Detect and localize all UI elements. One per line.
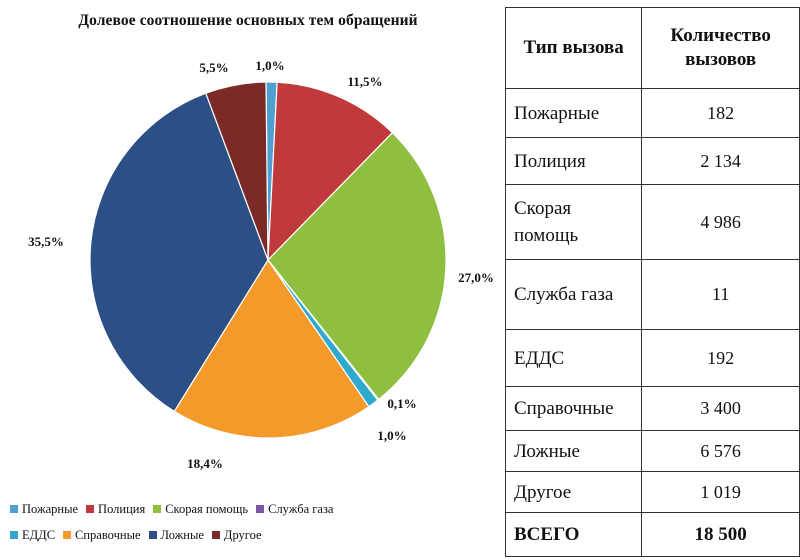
chart-title: Долевое соотношение основных тем обращен… [78, 12, 418, 29]
table-row: Служба газа 11 [504, 259, 800, 330]
cell-type: Другое [504, 471, 643, 513]
legend-label: Справочные [75, 527, 141, 542]
legend: Пожарные Полиция Скорая помощь Служба га… [10, 496, 500, 548]
legend-swatch-icon [148, 531, 157, 539]
legend-label: Служба газа [268, 501, 334, 516]
cell-type: Служба газа [504, 259, 643, 330]
legend-label: Ложные [160, 527, 204, 542]
cell-count: 192 [641, 329, 800, 387]
legend-label: Пожарные [22, 501, 79, 516]
legend-item: Служба газа [256, 502, 333, 517]
legend-item: Пожарные [10, 502, 78, 517]
table-total-row: ВСЕГО 18 500 [504, 512, 800, 557]
legend-row: ЕДДС Справочные Ложные Другое [10, 522, 500, 548]
legend-swatch-icon [10, 505, 18, 513]
slice-data-label: 1,0% [255, 58, 284, 73]
legend-swatch-icon [153, 505, 162, 513]
cell-count: 3 400 [641, 386, 800, 431]
chart-panel: Долевое соотношение основных тем обращен… [10, 12, 500, 548]
cell-count: 2 134 [641, 137, 800, 185]
legend-label: ЕДДС [22, 527, 56, 542]
legend-label: Другое [223, 527, 262, 542]
legend-swatch-icon [10, 531, 18, 539]
legend-item: Другое [211, 527, 262, 543]
pie-slice [267, 81, 394, 262]
table-row: Пожарные 182 [504, 88, 800, 138]
legend-item: ЕДДС [10, 528, 55, 543]
table-row: ЕДДС 192 [504, 329, 800, 387]
table-header-row: Тип вызова Количество вызовов [504, 7, 800, 89]
cell-count: 182 [641, 88, 800, 138]
pie-slice [205, 81, 269, 261]
column-header-type: Тип вызова [504, 7, 643, 89]
cell-type: Скорая помощь [504, 184, 643, 260]
legend-label: Полиция [98, 501, 146, 516]
slice-data-label: 18,4% [187, 456, 223, 471]
legend-item: Полиция [86, 502, 145, 517]
slice-data-label: 5,5% [199, 60, 228, 75]
cell-type: Справочные [504, 386, 643, 431]
column-header-count: Количество вызовов [641, 7, 800, 89]
legend-swatch-icon [86, 505, 95, 513]
table-row: Скорая помощь 4 986 [504, 184, 800, 260]
cell-total-count: 18 500 [641, 512, 800, 557]
legend-row: Пожарные Полиция Скорая помощь Служба га… [10, 496, 500, 522]
slice-data-label: 27,0% [458, 270, 494, 285]
cell-count: 6 576 [641, 430, 800, 472]
pie-slice [267, 131, 447, 401]
legend-swatch-icon [63, 531, 72, 539]
slice-data-label: 11,5% [347, 74, 382, 89]
cell-type: ЕДДС [504, 329, 643, 387]
slice-data-label: 35,5% [28, 234, 64, 249]
table-row: Полиция 2 134 [504, 137, 800, 185]
pie-slice [173, 258, 370, 439]
cell-total-label: ВСЕГО [504, 512, 643, 557]
table-row: Справочные 3 400 [504, 386, 800, 431]
legend-swatch-icon [256, 505, 265, 513]
table-row: Ложные 6 576 [504, 430, 800, 472]
slice-data-label: 0,1% [387, 396, 416, 411]
calls-table: Тип вызова Количество вызовов Пожарные 1… [504, 7, 800, 557]
pie-slice [89, 92, 269, 413]
slice-data-label: 1,0% [377, 428, 406, 443]
cell-type: Ложные [504, 430, 643, 472]
cell-type: Пожарные [504, 88, 643, 138]
legend-item: Скорая помощь [153, 502, 248, 517]
cell-type: Полиция [504, 137, 643, 185]
pie-chart: 1,0% 11,5% 27,0% 0,1% 1,0% 18,4% 35,5% 5,5% [28, 58, 494, 471]
legend-item: Ложные [148, 527, 204, 543]
cell-count: 4 986 [641, 184, 800, 260]
legend-label: Скорая помощь [165, 501, 249, 516]
legend-item: Справочные [63, 528, 141, 543]
legend-swatch-icon [211, 531, 220, 539]
table-row: Другое 1 019 [504, 471, 800, 513]
cell-count: 1 019 [641, 471, 800, 513]
cell-count: 11 [641, 259, 800, 330]
